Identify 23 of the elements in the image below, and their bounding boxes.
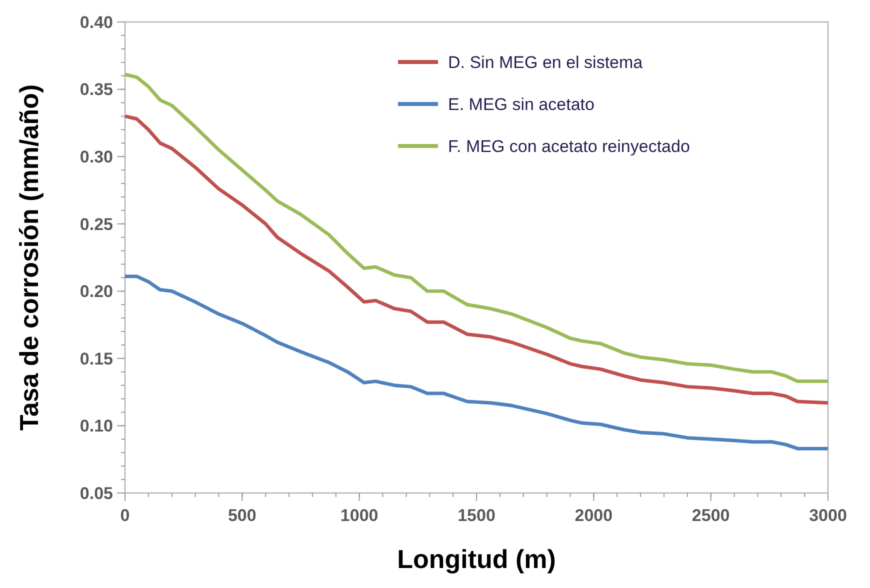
y-tick-label: 0.30 bbox=[80, 148, 113, 167]
line-series bbox=[123, 114, 830, 405]
x-tick-label: 2500 bbox=[692, 506, 730, 525]
x-tick-label: 2000 bbox=[574, 506, 613, 525]
x-tick-label: 0 bbox=[120, 506, 130, 525]
line-series bbox=[123, 72, 830, 384]
y-tick-label: 0.35 bbox=[80, 80, 113, 100]
y-tick-label: 0.10 bbox=[80, 416, 113, 436]
y-tick-label: 0.15 bbox=[80, 349, 113, 368]
y-tick-label: 0.40 bbox=[80, 12, 113, 32]
x-tick-label: 1000 bbox=[340, 506, 378, 525]
legend-label: E. MEG sin acetato bbox=[448, 94, 594, 114]
x-tick-label: 1500 bbox=[458, 506, 496, 525]
y-tick-label: 0.25 bbox=[80, 214, 113, 234]
y-tick-label: 0.05 bbox=[80, 484, 113, 503]
y-axis-title: Tasa de corrosión (mm/año) bbox=[14, 84, 44, 431]
legend-label: D. Sin MEG en el sistema bbox=[448, 52, 644, 72]
legend-label: F. MEG con acetato reinyectado bbox=[448, 136, 690, 156]
line-series bbox=[123, 274, 830, 450]
x-axis-title: Longitud (m) bbox=[397, 544, 556, 574]
x-tick-label: 500 bbox=[228, 506, 256, 525]
x-tick-label: 3000 bbox=[809, 506, 847, 525]
y-tick-label: 0.20 bbox=[80, 282, 113, 302]
